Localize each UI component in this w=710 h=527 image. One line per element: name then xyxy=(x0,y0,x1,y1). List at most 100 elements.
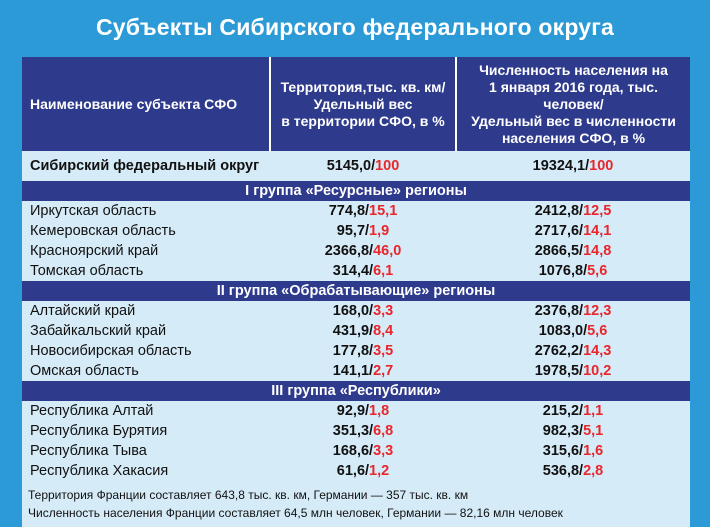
subject-name: Республика Алтай xyxy=(30,403,154,419)
population-cell: 215,2/1,1 xyxy=(542,403,604,419)
subject-name: Омская область xyxy=(30,363,139,379)
population-share: 14,1 xyxy=(583,223,612,239)
footnote-population: Численность населения Франции составляет… xyxy=(28,506,563,520)
population-share: 10,2 xyxy=(583,363,612,379)
population-value: 2412,8 xyxy=(534,203,580,219)
header-subject-name: Наименование субъекта СФО xyxy=(22,57,271,151)
total-population: 19324,1/100 xyxy=(532,158,614,174)
territory-value: 431,9 xyxy=(332,323,370,339)
territory-cell: 2366,8/46,0 xyxy=(324,243,402,259)
group-label: I группа «Ресурсные» регионы xyxy=(22,181,690,201)
population-share: 12,5 xyxy=(583,203,612,219)
population-value: 982,3 xyxy=(542,423,580,439)
population-share: 5,6 xyxy=(587,263,608,279)
territory-value: 2366,8 xyxy=(324,243,370,259)
subject-name: Алтайский край xyxy=(30,303,136,319)
subject-name: Кемеровская область xyxy=(30,223,176,239)
territory-share: 3,3 xyxy=(373,303,394,319)
header-territory-line: в территории СФО, в % xyxy=(281,112,445,129)
population-share: 1,6 xyxy=(583,443,604,459)
table-header-row: Наименование субъекта СФО Территория,тыс… xyxy=(22,57,690,151)
territory-cell: 61,6/1,2 xyxy=(336,463,390,479)
population-share: 5,1 xyxy=(583,423,604,439)
table-row: Новосибирская область 177,8/3,5 2762,2/14,… xyxy=(22,341,690,361)
regions-table: Наименование субъекта СФО Территория,тыс… xyxy=(22,57,690,481)
population-value: 536,8 xyxy=(542,463,580,479)
header-territory: Территория,тыс. кв. км/ Удельный вес в т… xyxy=(270,57,457,151)
population-share: 5,6 xyxy=(587,323,608,339)
territory-share: 100 xyxy=(375,158,400,174)
group-header-row: II группа «Обрабатывающие» регионы xyxy=(22,281,690,301)
territory-value: 141,1 xyxy=(332,363,370,379)
header-population-line: населения СФО, в % xyxy=(501,129,646,146)
territory-value: 5145,0 xyxy=(326,158,372,174)
population-value: 215,2 xyxy=(542,403,580,419)
header-population-line: Удельный вес в численности xyxy=(471,112,676,129)
population-cell: 2762,2/14,3 xyxy=(534,343,612,359)
territory-cell: 314,4/6,1 xyxy=(332,263,394,279)
subject-name: Республика Хакасия xyxy=(30,463,169,479)
territory-cell: 351,3/6,8 xyxy=(332,423,394,439)
subject-name: Республика Тыва xyxy=(30,443,147,459)
header-population-line: 1 января 2016 года, тыс. человек/ xyxy=(489,78,658,112)
population-value: 19324,1 xyxy=(532,158,586,174)
territory-cell: 177,8/3,5 xyxy=(332,343,394,359)
population-share: 100 xyxy=(589,158,614,174)
population-value: 1076,8 xyxy=(538,263,584,279)
population-cell: 1978,5/10,2 xyxy=(534,363,612,379)
page-title: Субъекты Сибирского федерального округа xyxy=(95,14,615,40)
territory-value: 774,8 xyxy=(328,203,366,219)
header-population: Численность населения на 1 января 2016 г… xyxy=(456,57,690,151)
territory-value: 95,7 xyxy=(336,223,366,239)
table-row: Республика Хакасия 61,6/1,2 536,8/2,8 xyxy=(22,461,690,481)
population-value: 1083,0 xyxy=(538,323,584,339)
population-cell: 315,6/1,6 xyxy=(542,443,604,459)
table-row: Красноярский край 2366,8/46,0 2866,5/14,8 xyxy=(22,241,690,261)
group-label: II группа «Обрабатывающие» регионы xyxy=(22,281,690,301)
population-share: 2,8 xyxy=(583,463,604,479)
territory-cell: 95,7/1,9 xyxy=(336,223,390,239)
table-row: Республика Алтай 92,9/1,8 215,2/1,1 xyxy=(22,401,690,421)
territory-cell: 92,9/1,8 xyxy=(336,403,390,419)
territory-share: 1,2 xyxy=(369,463,390,479)
territory-share: 3,3 xyxy=(373,443,394,459)
territory-cell: 168,0/3,3 xyxy=(332,303,394,319)
population-share: 14,8 xyxy=(583,243,612,259)
population-cell: 2717,6/14,1 xyxy=(534,223,612,239)
population-cell: 536,8/2,8 xyxy=(542,463,604,479)
territory-value: 92,9 xyxy=(336,403,366,419)
population-value: 2717,6 xyxy=(534,223,580,239)
territory-value: 168,0 xyxy=(332,303,370,319)
header-territory-line: Удельный вес xyxy=(313,95,413,112)
population-value: 2376,8 xyxy=(534,303,580,319)
territory-value: 351,3 xyxy=(332,423,370,439)
table-row: Томская область 314,4/6,1 1076,8/5,6 xyxy=(22,261,690,281)
table-row: Забайкальский край 431,9/8,4 1083,0/5,6 xyxy=(22,321,690,341)
total-row: Сибирский федеральный округ 5145,0/100 1… xyxy=(22,151,690,181)
population-share: 1,1 xyxy=(583,403,604,419)
territory-share: 2,7 xyxy=(373,363,394,379)
territory-value: 177,8 xyxy=(332,343,370,359)
footnote-territory: Территория Франции составляет 643,8 тыс.… xyxy=(28,488,469,502)
header-population-line: Численность населения на xyxy=(479,61,668,78)
territory-cell: 431,9/8,4 xyxy=(332,323,394,339)
territory-share: 6,1 xyxy=(373,263,394,279)
population-share: 12,3 xyxy=(583,303,612,319)
territory-share: 8,4 xyxy=(373,323,394,339)
group-label: III группа «Республики» xyxy=(22,381,690,401)
table-row: Омская область 141,1/2,7 1978,5/10,2 xyxy=(22,361,690,381)
territory-value: 314,4 xyxy=(332,263,370,279)
territory-cell: 141,1/2,7 xyxy=(332,363,394,379)
territory-value: 61,6 xyxy=(336,463,366,479)
territory-cell: 168,6/3,3 xyxy=(332,443,394,459)
table-row: Алтайский край 168,0/3,3 2376,8/12,3 xyxy=(22,301,690,321)
table-row: Кемеровская область 95,7/1,9 2717,6/14,1 xyxy=(22,221,690,241)
subject-name: Томская область xyxy=(30,263,144,279)
total-name: Сибирский федеральный округ xyxy=(30,158,260,174)
subject-name: Иркутская область xyxy=(30,203,157,219)
population-value: 315,6 xyxy=(542,443,580,459)
population-cell: 2376,8/12,3 xyxy=(534,303,612,319)
territory-share: 1,8 xyxy=(369,403,390,419)
table-row: Республика Бурятия 351,3/6,8 982,3/5,1 xyxy=(22,421,690,441)
table-row: Иркутская область 774,8/15,1 2412,8/12,5 xyxy=(22,201,690,221)
